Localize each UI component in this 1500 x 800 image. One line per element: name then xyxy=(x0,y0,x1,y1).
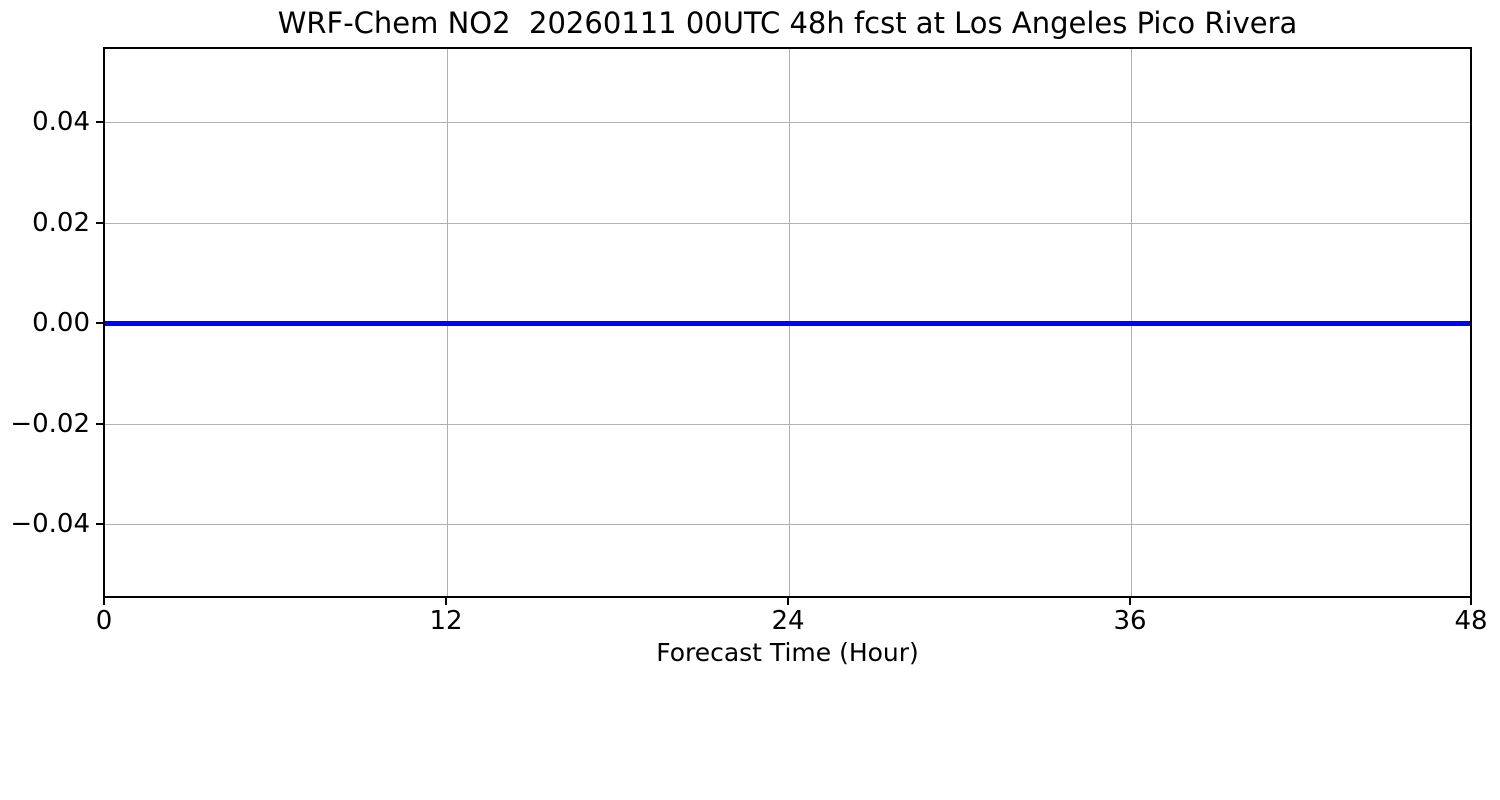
gridline-y-0.04 xyxy=(105,122,1470,123)
ytick-mark-0.00 xyxy=(96,322,103,324)
xtick-mark-48 xyxy=(1470,598,1472,605)
ytick-label-0.02: 0.02 xyxy=(32,208,90,238)
plot-inner xyxy=(105,49,1470,596)
ytick-label-0.00: 0.00 xyxy=(32,308,90,338)
ytick-mark-0.02 xyxy=(96,222,103,224)
xtick-label-12: 12 xyxy=(429,606,463,636)
ytick-label--0.04: −0.04 xyxy=(10,509,90,539)
gridline-y-0.02 xyxy=(105,223,1470,224)
plot-area xyxy=(103,47,1472,598)
xtick-label-24: 24 xyxy=(771,606,805,636)
ytick-mark-0.04 xyxy=(96,121,103,123)
xtick-mark-24 xyxy=(787,598,789,605)
y-axis-title-clip: NO2 (ppm) xyxy=(0,0,6,800)
xtick-label-0: 0 xyxy=(95,606,113,636)
xtick-mark-0 xyxy=(103,598,105,605)
xtick-label-48: 48 xyxy=(1454,606,1488,636)
xtick-label-36: 36 xyxy=(1113,606,1147,636)
ytick-mark--0.02 xyxy=(96,423,103,425)
ytick-mark--0.04 xyxy=(96,523,103,525)
x-axis-title: Forecast Time (Hour) xyxy=(656,638,919,667)
chart-title: WRF-Chem NO2 20260111 00UTC 48h fcst at … xyxy=(277,6,1298,40)
ytick-label-0.04: 0.04 xyxy=(32,107,90,137)
gridline-y--0.02 xyxy=(105,424,1470,425)
xtick-mark-36 xyxy=(1129,598,1131,605)
series-line-no2 xyxy=(105,321,1470,326)
xtick-mark-12 xyxy=(445,598,447,605)
gridline-y--0.04 xyxy=(105,524,1470,525)
ytick-label--0.02: −0.02 xyxy=(10,409,90,439)
